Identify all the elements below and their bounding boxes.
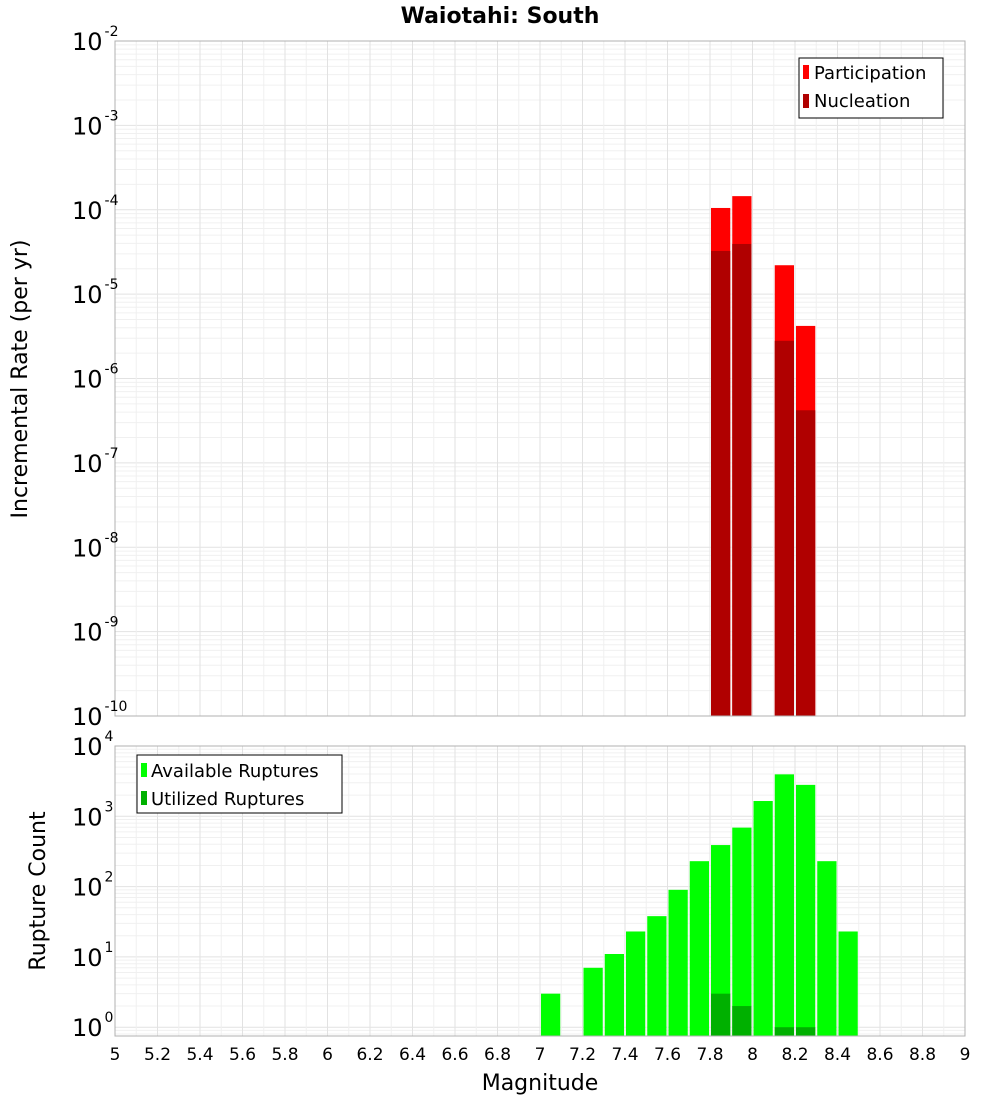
x-tick-label: 8.4	[824, 1045, 851, 1065]
bottom-bar-utilized-ruptures	[774, 1027, 794, 1036]
legend-label-participation: Participation	[814, 63, 926, 84]
top-y-tick-label: 10 -10	[72, 699, 127, 731]
bottom-bar-available-ruptures	[668, 889, 688, 1036]
top-y-tick-label: 10 -2	[72, 24, 119, 56]
top-bar-nucleation	[796, 410, 816, 716]
top-y-tick-label: 10 -4	[72, 193, 119, 225]
x-tick-label: 8.2	[781, 1045, 808, 1065]
x-tick-label: 6	[322, 1045, 333, 1065]
x-tick-label: 6.8	[484, 1045, 511, 1065]
bottom-bar-available-ruptures	[604, 954, 624, 1036]
bottom-y-tick-label: 10 1	[72, 940, 113, 972]
legend-swatch-available	[141, 763, 147, 777]
bottom-plot-frame	[114, 745, 966, 1037]
x-tick-labels: 5 5.2 5.4 5.6 5.8 6 6.2 6.4 6.6 6.8 7 7.2 7.4 7.6 7.8 8…	[110, 1045, 971, 1065]
x-axis-label: Magnitude	[482, 1071, 599, 1096]
bottom-bar-utilized-ruptures	[796, 1027, 816, 1036]
top-bars	[711, 196, 816, 716]
top-y-tick-label: 10 -8	[72, 530, 119, 562]
bottom-legend: Available Ruptures Utilized Ruptures	[136, 754, 343, 814]
bottom-y-tick-label: 10 0	[72, 1010, 113, 1042]
bottom-bar-available-ruptures	[647, 916, 667, 1036]
bottom-bar-available-ruptures	[796, 784, 816, 1036]
x-tick-label: 5.8	[271, 1045, 298, 1065]
bottom-bar-available-ruptures	[817, 861, 837, 1036]
bottom-bar-available-ruptures	[838, 931, 858, 1036]
chart-title: Waiotahi: South	[401, 4, 600, 29]
x-tick-label: 7.6	[654, 1045, 681, 1065]
x-tick-label: 8	[747, 1045, 758, 1065]
bottom-bar-available-ruptures	[541, 993, 561, 1036]
bottom-bar-available-ruptures	[711, 845, 731, 1036]
top-y-tick-label: 10 -6	[72, 362, 119, 394]
x-tick-label: 9	[960, 1045, 971, 1065]
top-bar-nucleation	[711, 250, 731, 716]
top-y-ticks: 10-2 10-3 10-4 10-5 10-6 10-7 10-8 10-9 10-10	[72, 24, 127, 731]
x-tick-label: 7.4	[611, 1045, 638, 1065]
top-grid	[114, 40, 966, 717]
top-legend-box	[798, 57, 944, 119]
bottom-y-tick-label: 10 3	[72, 799, 113, 831]
x-tick-label: 8.6	[866, 1045, 893, 1065]
bottom-bar-available-ruptures	[753, 801, 773, 1036]
legend-label-nucleation: Nucleation	[814, 91, 910, 112]
x-tick-label: 5	[110, 1045, 121, 1065]
top-bar-nucleation	[774, 340, 794, 716]
x-tick-label: 5.2	[144, 1045, 171, 1065]
x-tick-label: 7	[535, 1045, 546, 1065]
x-tick-label: 8.8	[909, 1045, 936, 1065]
top-y-tick-label: 10 -9	[72, 615, 119, 647]
x-tick-label: 6.6	[441, 1045, 468, 1065]
top-y-tick-label: 10 -7	[72, 446, 119, 478]
x-tick-label: 7.2	[569, 1045, 596, 1065]
bottom-bar-available-ruptures	[689, 861, 709, 1036]
legend-swatch-participation	[803, 65, 809, 79]
x-tick-label: 6.2	[356, 1045, 383, 1065]
x-tick-label: 6.4	[399, 1045, 426, 1065]
top-y-tick-label: 10 -5	[72, 277, 119, 309]
legend-label-available: Available Ruptures	[151, 761, 319, 782]
top-legend: Participation Nucleation	[798, 57, 944, 119]
x-tick-label: 5.4	[186, 1045, 213, 1065]
bottom-y-axis-label: Rupture Count	[26, 811, 51, 971]
bottom-bar-available-ruptures	[583, 967, 603, 1036]
bottom-bars	[541, 774, 858, 1036]
bottom-bar-available-ruptures	[732, 827, 752, 1036]
top-y-tick-label: 10 -3	[72, 108, 119, 140]
bottom-y-tick-label: 10 4	[72, 729, 114, 761]
bottom-bar-available-ruptures	[774, 774, 794, 1036]
x-tick-label: 5.6	[229, 1045, 256, 1065]
legend-swatch-nucleation	[803, 94, 809, 108]
bottom-bar-utilized-ruptures	[711, 993, 731, 1036]
bottom-y-tick-label: 10 2	[72, 870, 113, 902]
top-bar-nucleation	[732, 243, 752, 716]
top-y-axis-label: Incremental Rate (per yr)	[8, 240, 33, 519]
legend-swatch-utilized	[141, 791, 147, 805]
top-plot-frame	[114, 40, 966, 717]
legend-label-utilized: Utilized Ruptures	[151, 789, 304, 810]
x-tick-label: 7.8	[696, 1045, 723, 1065]
bottom-bar-available-ruptures	[626, 931, 646, 1036]
bottom-bar-utilized-ruptures	[732, 1006, 752, 1036]
top-plot: 10-2 10-3 10-4 10-5 10-6 10-7 10-8 10-9 10-10 In…	[8, 24, 966, 731]
bottom-legend-box	[136, 754, 343, 814]
